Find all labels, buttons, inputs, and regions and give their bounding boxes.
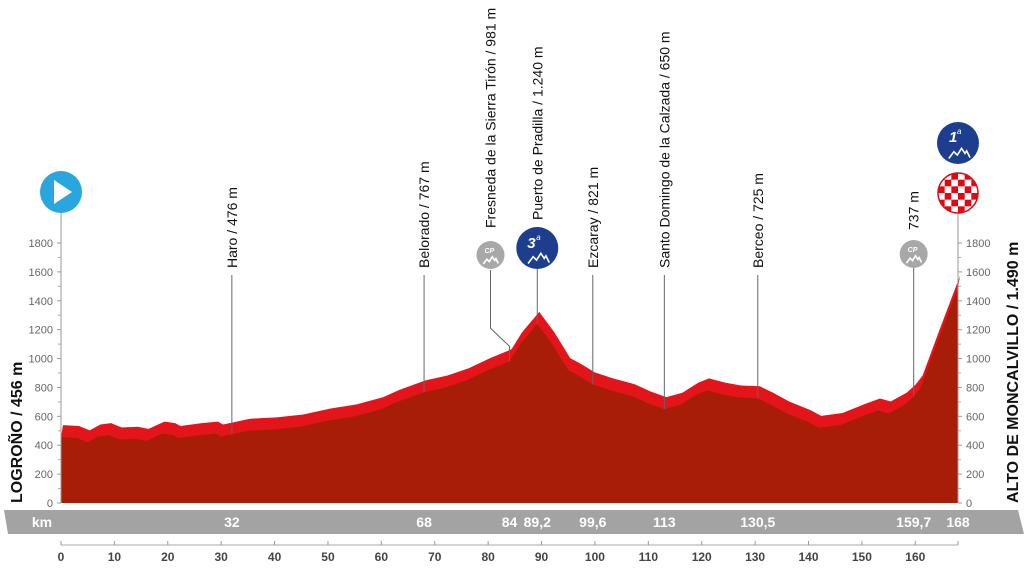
- category-number: 3: [527, 235, 536, 252]
- y-tick-label-right: 0: [966, 498, 972, 510]
- y-tick-label-right: 800: [966, 382, 984, 394]
- km-band-value: 113: [653, 514, 676, 530]
- x-tick-label: 30: [214, 550, 228, 564]
- y-tick-label-left: 1600: [29, 267, 53, 279]
- x-tick-label: 50: [321, 550, 335, 564]
- x-tick-label: 20: [161, 550, 175, 564]
- km-band-value: 32: [224, 514, 240, 530]
- x-tick-label: 60: [375, 550, 389, 564]
- finish-label: ALTO DE MONCALVILLO / 1.490 m: [1005, 242, 1022, 503]
- mountain-icon: [527, 251, 551, 264]
- waypoint-label: Haro / 476 m: [224, 187, 240, 268]
- y-tick-label-right: 1000: [966, 354, 990, 366]
- play-icon: [54, 180, 72, 204]
- finish-flag-border: [937, 172, 979, 214]
- y-tick-label-right: 1800: [966, 238, 990, 250]
- category-sup: a: [536, 233, 541, 242]
- waypoint-label: Puerto de Pradilla / 1.240 m: [529, 46, 545, 220]
- finish-flag-square: [964, 199, 972, 207]
- waypoint-label: Fresneda de la Sierra Tirón / 981 m: [483, 8, 499, 228]
- y-tick-label-right: 400: [966, 440, 984, 452]
- finish-flag-square: [951, 199, 958, 207]
- finish-flag-square: [958, 206, 965, 213]
- finish-flag-square: [951, 186, 958, 193]
- y-tick-label-left: 800: [35, 382, 53, 394]
- finish-flag-square: [951, 173, 958, 180]
- y-tick-label-left: 200: [35, 469, 53, 481]
- mountain-icon: [482, 255, 500, 265]
- km-band-value: 68: [416, 514, 432, 530]
- waypoint-line: [490, 270, 510, 362]
- km-band-label: km: [32, 514, 52, 530]
- y-tick-label-right: 1400: [966, 296, 990, 308]
- mountain-icon: [948, 146, 971, 159]
- x-tick-label: 70: [428, 550, 442, 564]
- y-tick-label-right: 200: [966, 469, 984, 481]
- waypoint-label: Ezcaray / 821 m: [585, 167, 601, 268]
- finish-flag-square: [958, 179, 965, 187]
- finish-flag-square: [971, 193, 978, 200]
- km-band-value: 159,7: [896, 514, 931, 530]
- finish-flag-square: [944, 179, 952, 187]
- y-tick-label-right: 600: [966, 411, 984, 423]
- y-tick-label-left: 1800: [29, 238, 53, 250]
- x-tick-label: 100: [585, 550, 605, 564]
- finish-flag-square: [964, 186, 972, 193]
- x-tick-label: 150: [852, 550, 872, 564]
- y-tick-label-left: 0: [47, 498, 53, 510]
- x-tick-label: 80: [481, 550, 495, 564]
- cp-marker-icon: [899, 240, 928, 268]
- y-tick-label-left: 400: [35, 440, 53, 452]
- y-tick-label-left: 600: [35, 411, 53, 423]
- km-band-value: 99,6: [579, 514, 606, 530]
- waypoint-label: 737 m: [906, 191, 922, 230]
- km-band-value: 130,5: [740, 514, 775, 530]
- cp-marker-icon: [476, 241, 505, 269]
- y-tick-label-right: 1200: [966, 325, 990, 337]
- x-tick-label: 110: [639, 550, 659, 564]
- x-tick-label: 160: [905, 550, 925, 564]
- x-tick-label: 40: [268, 550, 282, 564]
- start-label: LOGROÑO / 456 m: [6, 362, 26, 503]
- y-tick-label-left: 1200: [29, 325, 53, 337]
- mountain-icon: [905, 254, 923, 264]
- x-tick-label: 130: [745, 550, 765, 564]
- category-number: 1: [949, 129, 957, 146]
- y-tick-label-left: 1400: [29, 296, 53, 308]
- km-band-value: 84: [502, 514, 518, 530]
- km-band-value: 89,2: [524, 514, 551, 530]
- waypoint-label: Belorado / 767 m: [416, 161, 432, 268]
- x-tick-label: 0: [58, 550, 65, 564]
- profile-area: [61, 287, 958, 503]
- x-tick-label: 10: [108, 550, 122, 564]
- x-tick-label: 90: [535, 550, 549, 564]
- cp-text: CP: [908, 247, 918, 254]
- category-sup: a: [957, 127, 962, 136]
- waypoint-label: Berceo / 725 m: [750, 173, 766, 268]
- x-tick-label: 140: [798, 550, 818, 564]
- x-tick-label: 120: [692, 550, 712, 564]
- km-band-value: 168: [946, 514, 970, 530]
- y-tick-label-right: 1600: [966, 267, 990, 279]
- y-tick-label-left: 1000: [29, 354, 53, 366]
- finish-flag-square: [938, 186, 945, 193]
- waypoint-label: Santo Domingo de la Calzada / 650 m: [656, 31, 672, 268]
- km-band: [4, 510, 1024, 534]
- cp-text: CP: [485, 248, 495, 255]
- finish-flag-square: [958, 193, 965, 200]
- finish-flag-square: [944, 193, 952, 200]
